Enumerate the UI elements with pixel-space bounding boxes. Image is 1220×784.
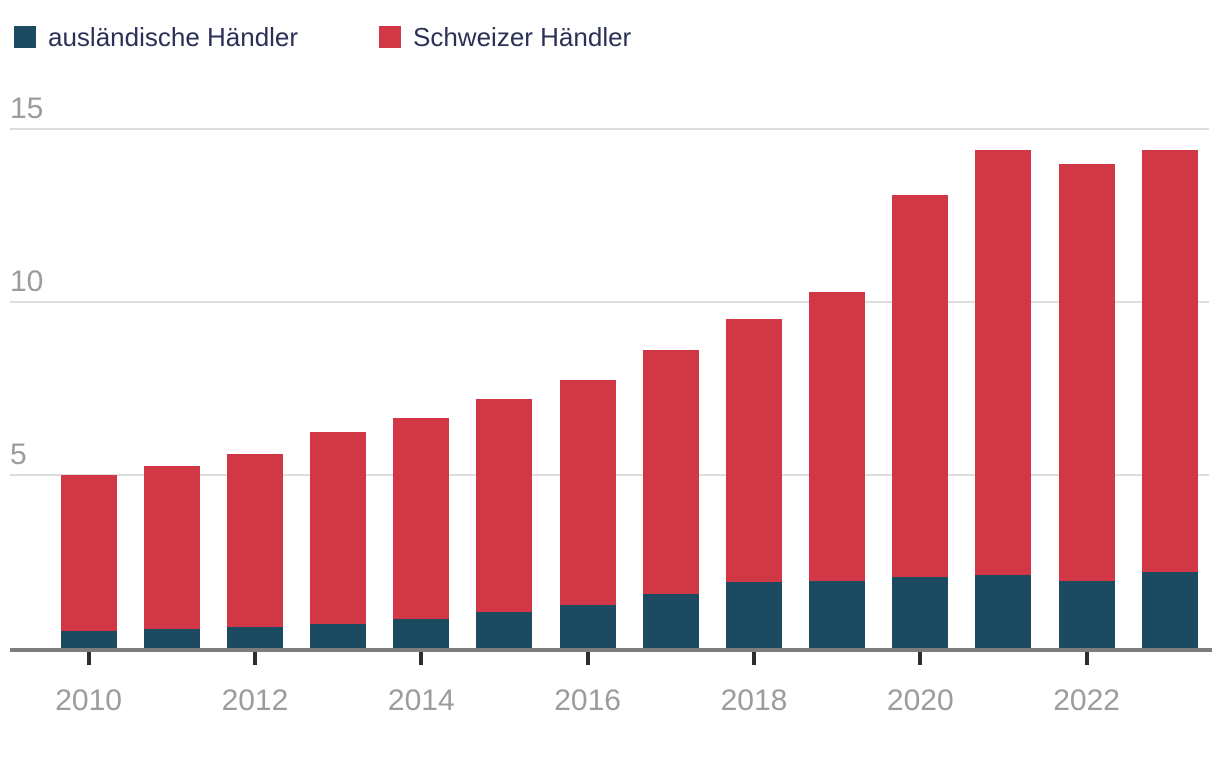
bar-segment-swiss — [393, 417, 450, 619]
bar-segment-swiss — [143, 466, 200, 629]
bar-segment-foreign — [226, 627, 283, 648]
bar-segment-swiss — [809, 291, 866, 581]
x-axis-tick — [1084, 652, 1089, 665]
legend-item-label: ausländische Händler — [48, 22, 299, 52]
chart-legend: ausländische Händler Schweizer Händler — [0, 0, 1220, 60]
x-axis-tick — [252, 652, 257, 665]
bar-segment-foreign — [725, 582, 782, 648]
x-axis-tick — [86, 652, 91, 665]
bar-segment-foreign — [1141, 571, 1198, 648]
legend-item: Schweizer Händler — [379, 24, 631, 50]
legend-item: ausländische Händler — [14, 24, 298, 50]
legend-swatch — [14, 26, 36, 48]
bar-segment-swiss — [892, 194, 949, 578]
bar-segment-foreign — [892, 577, 949, 648]
x-axis-line — [10, 648, 1212, 652]
bar-segment-foreign — [1058, 580, 1115, 648]
x-axis-tick-label: 2014 — [387, 684, 455, 717]
bar-segment-swiss — [476, 398, 533, 612]
bar-segment-foreign — [310, 623, 367, 648]
bar-segment-foreign — [393, 618, 450, 648]
y-gridline — [10, 128, 1209, 130]
bar-segment-foreign — [975, 575, 1032, 648]
bar-segment-swiss — [1058, 163, 1115, 581]
bar-segment-swiss — [60, 475, 117, 631]
y-axis-tick-label: 5 — [10, 438, 27, 471]
x-axis-tick-label: 2010 — [55, 684, 122, 717]
bar-segment-swiss — [642, 350, 699, 595]
x-axis-tick-label: 2018 — [720, 684, 788, 717]
bar-segment-foreign — [143, 628, 200, 648]
y-axis-tick-label: 15 — [10, 92, 44, 125]
bar-segment-swiss — [559, 379, 616, 605]
y-axis-tick-label: 10 — [10, 265, 44, 298]
legend-swatch — [379, 26, 401, 48]
bar-segment-foreign — [809, 580, 866, 648]
x-axis-tick-label: 2012 — [221, 684, 289, 717]
bar-segment-foreign — [642, 594, 699, 648]
x-axis-tick-label: 2020 — [886, 684, 954, 717]
bar-segment-swiss — [1141, 149, 1198, 572]
legend-item-label: Schweizer Händler — [413, 22, 632, 52]
x-axis-tick-label: 2022 — [1053, 684, 1120, 717]
x-axis-tick — [751, 652, 756, 665]
x-axis-tick — [585, 652, 590, 665]
bar-segment-foreign — [476, 611, 533, 648]
y-gridline — [10, 301, 1209, 303]
x-axis-tick — [918, 652, 923, 665]
bar-segment-swiss — [975, 149, 1032, 576]
bar-segment-swiss — [226, 454, 283, 628]
bar-segment-foreign — [559, 604, 616, 648]
x-axis-tick — [419, 652, 424, 665]
x-axis-tick-label: 2016 — [554, 684, 621, 717]
bar-segment-swiss — [310, 431, 367, 624]
bar-segment-foreign — [60, 630, 117, 648]
bar-segment-swiss — [725, 319, 782, 583]
